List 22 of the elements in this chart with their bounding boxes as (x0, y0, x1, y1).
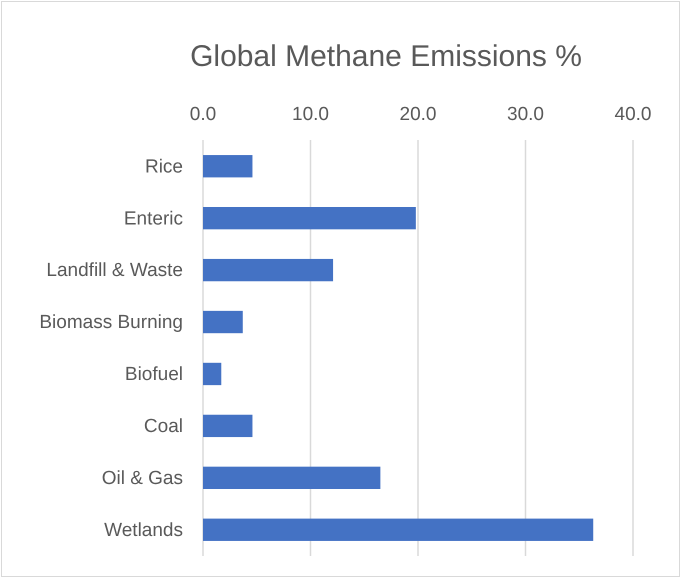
bar (203, 414, 252, 438)
x-tick-label: 40.0 (614, 104, 652, 125)
bar (203, 466, 380, 490)
bar (203, 155, 252, 178)
x-tick-label: 10.0 (292, 104, 329, 125)
bar (203, 362, 222, 386)
bar (203, 258, 334, 282)
y-tick-label: Landfill & Waste (46, 260, 183, 282)
bar (203, 310, 243, 334)
x-tick-label: 20.0 (400, 104, 436, 125)
y-tick-label: Wetlands (104, 520, 183, 541)
y-tick-label: Rice (144, 156, 183, 178)
x-tick-label: 0.0 (190, 104, 216, 125)
y-tick-label: Oil & Gas (102, 468, 183, 489)
x-tick-label: 30.0 (507, 104, 544, 125)
bar (203, 518, 594, 541)
y-tick-label: Biomass Burning (39, 312, 183, 334)
chart-title: Global Methane Emissions % (190, 40, 582, 73)
y-tick-label: Biofuel (124, 364, 183, 386)
bar (203, 206, 416, 230)
y-tick-label: Coal (144, 416, 183, 437)
y-tick-label: Enteric (124, 208, 183, 230)
